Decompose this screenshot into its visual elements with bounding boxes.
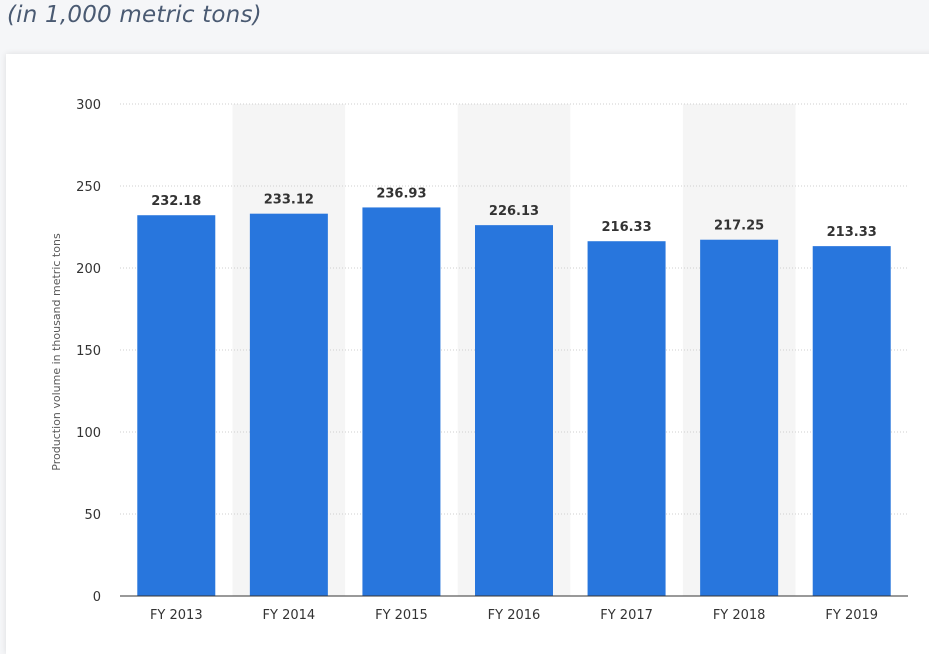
- bar-chart: 232.18 233.12 236.93 226.13 216.33 217.25 213.…: [50, 98, 908, 623]
- x-tick-label: FY 2018: [713, 608, 766, 623]
- data-label: 226.13: [489, 204, 539, 219]
- data-label: 216.33: [601, 220, 651, 235]
- y-tick-label: 150: [76, 344, 101, 359]
- y-axis-title: Production volume in thousand metric ton…: [50, 233, 63, 471]
- x-tick-label: FY 2013: [150, 608, 203, 623]
- data-label: 217.25: [714, 219, 764, 234]
- bar[interactable]: [700, 239, 779, 596]
- data-labels: 232.18 233.12 236.93 226.13 216.33 217.25 213.…: [151, 186, 877, 240]
- x-tick-label: FY 2015: [375, 608, 428, 623]
- data-label: 233.12: [264, 193, 314, 208]
- bar[interactable]: [249, 213, 328, 596]
- x-tick-label: FY 2016: [488, 608, 541, 623]
- y-tick-label: 100: [76, 426, 101, 441]
- bar[interactable]: [137, 215, 216, 596]
- y-tick-label: 50: [84, 508, 101, 523]
- chart-subtitle: (in 1,000 metric tons): [7, 2, 262, 28]
- bar[interactable]: [587, 241, 666, 596]
- bar[interactable]: [812, 246, 891, 596]
- y-tick-label: 250: [76, 180, 101, 195]
- data-label: 213.33: [827, 225, 877, 240]
- x-tick-label: FY 2019: [825, 608, 878, 623]
- y-tick-label: 300: [76, 98, 101, 113]
- x-axis-ticks: FY 2013 FY 2014 FY 2015 FY 2016 FY 2017 FY 20…: [150, 608, 878, 623]
- bar[interactable]: [475, 225, 553, 597]
- bars: [137, 207, 891, 597]
- bar[interactable]: [362, 207, 441, 596]
- y-axis-ticks: 0 50 100 150 200 250 300: [76, 98, 101, 605]
- y-tick-label: 0: [93, 590, 101, 605]
- x-tick-label: FY 2017: [600, 608, 653, 623]
- x-tick-label: FY 2014: [263, 608, 316, 623]
- y-tick-label: 200: [76, 262, 101, 277]
- data-label: 232.18: [151, 194, 201, 209]
- data-label: 236.93: [376, 186, 426, 201]
